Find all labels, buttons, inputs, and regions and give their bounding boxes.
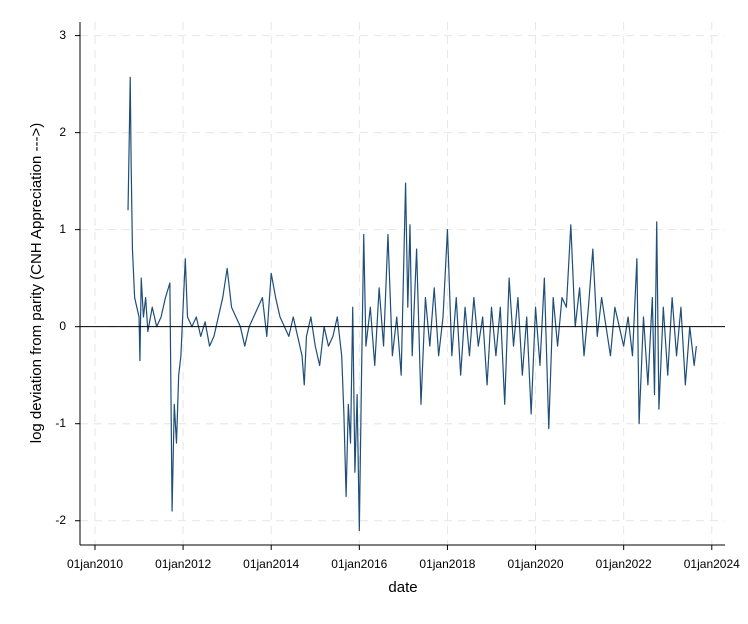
x-tick-label: 01jan2010 [67,557,123,571]
y-tick-label: -2 [55,513,66,527]
x-tick-label: 01jan2016 [331,557,387,571]
y-tick-label: 0 [59,319,66,333]
y-tick-label: -1 [55,416,66,430]
data-line [127,76,697,532]
x-tick-label: 01jan2014 [243,557,299,571]
x-tick-label: 01jan2012 [155,557,211,571]
y-tick-label: 3 [59,28,66,42]
x-tick-label: 01jan2022 [596,557,652,571]
x-tick-label: 01jan2024 [684,557,740,571]
y-axis-title: log deviation from parity (CNH Appreciat… [28,123,45,444]
x-tick-label: 01jan2018 [419,557,475,571]
y-tick-label: 1 [59,222,66,236]
x-axis-title: date [388,579,417,596]
x-tick-label: 01jan2020 [508,557,564,571]
y-tick-label: 2 [59,125,66,139]
